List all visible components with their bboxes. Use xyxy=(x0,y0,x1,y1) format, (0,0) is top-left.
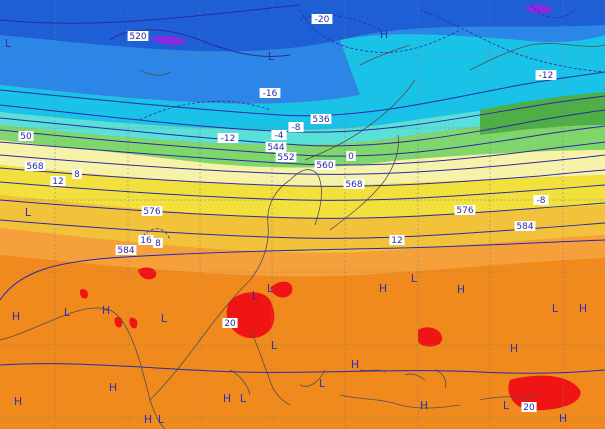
temperature-contour-label-bg xyxy=(533,195,549,205)
height-contour-label-bg xyxy=(265,142,287,152)
temperature-contour-label-bg xyxy=(346,151,356,161)
temperature-contour-label-bg xyxy=(72,169,82,179)
temperature-contour-label: 16 xyxy=(140,236,152,246)
height-contour-label: 544 xyxy=(267,143,284,153)
height-contour-label-bg xyxy=(454,205,476,215)
temperature-contour-label: -16 xyxy=(263,89,278,99)
pressure-center-marker: L xyxy=(240,392,247,405)
height-contour-label: 568 xyxy=(345,180,362,190)
temperature-contour-label: -20 xyxy=(315,15,330,25)
pressure-center-marker: H xyxy=(144,413,152,426)
height-contour-label-bg xyxy=(343,179,365,189)
pressure-center-marker: L xyxy=(503,399,510,412)
height-contour-label-bg xyxy=(127,31,149,41)
pressure-center-marker: H xyxy=(457,283,465,296)
temperature-contours xyxy=(139,4,605,241)
pressure-center-marker: H xyxy=(102,304,110,317)
height-contour-label-bg xyxy=(141,206,163,216)
pressure-center-marker: L xyxy=(319,377,326,390)
temperature-contour-label: 20 xyxy=(523,403,535,413)
height-contour-label: 584 xyxy=(117,246,134,256)
height-contour-label-bg xyxy=(310,114,332,124)
height-contour-label-bg xyxy=(514,221,536,231)
height-contour-label: 552 xyxy=(277,153,294,163)
pressure-center-marker: L xyxy=(161,312,168,325)
temperature-contour-label: -4 xyxy=(275,131,284,141)
temperature-contour-label: 8 xyxy=(74,170,80,180)
height-contour-label: 50 xyxy=(20,132,32,142)
pressure-center-marker: L xyxy=(5,37,12,50)
height-contour-label: 576 xyxy=(143,207,160,217)
pressure-center-marker: L xyxy=(25,206,32,219)
height-contour-label-bg xyxy=(314,160,336,170)
height-contour-label-bg xyxy=(275,152,297,162)
temperature-contour-label: 8 xyxy=(155,239,161,249)
temperature-contour-label-bg xyxy=(217,133,239,143)
pressure-center-marker: H xyxy=(351,358,359,371)
pressure-center-marker: L xyxy=(268,50,275,63)
pressure-center-marker: L xyxy=(252,289,259,302)
pressure-center-marker: H xyxy=(379,282,387,295)
pressure-center-marker: L xyxy=(267,282,274,295)
height-contour-label-bg xyxy=(115,245,137,255)
pressure-center-marker: L xyxy=(411,272,418,285)
coastlines xyxy=(0,43,605,429)
height-contour-label: 576 xyxy=(456,206,473,216)
height-contour-label: 536 xyxy=(312,115,329,125)
height-contour-label: 560 xyxy=(316,161,333,171)
temperature-contour-label-bg xyxy=(521,402,537,412)
temperature-contour-label-bg xyxy=(259,88,281,98)
pressure-center-marker: L xyxy=(552,302,559,315)
temperature-contour-label: 12 xyxy=(52,177,63,187)
temperature-contour-label: 20 xyxy=(224,319,236,329)
temperature-contour-label: -12 xyxy=(539,71,554,81)
pressure-center-marker: L xyxy=(64,306,71,319)
temperature-contour-label-bg xyxy=(535,70,557,80)
height-contour-label: 568 xyxy=(26,162,43,172)
pressure-center-marker: H xyxy=(223,392,231,405)
pressure-center-marker: L xyxy=(158,413,165,426)
pressure-center-marker: H xyxy=(14,395,22,408)
pressure-center-marker: H xyxy=(420,399,428,412)
pressure-center-marker: H xyxy=(12,310,20,323)
temperature-contour-label: 0 xyxy=(348,152,354,162)
temperature-contour-label-bg xyxy=(311,14,333,24)
temperature-contour-label-bg xyxy=(50,176,66,186)
height-contour-label-bg xyxy=(24,161,46,171)
pressure-center-marker: H xyxy=(109,381,117,394)
pressure-center-marker: H xyxy=(510,342,518,355)
height-contour-label: 584 xyxy=(516,222,533,232)
temperature-contour-label-bg xyxy=(138,235,154,245)
temperature-contour-label-bg xyxy=(271,130,287,140)
pressure-center-marker: H xyxy=(579,302,587,315)
temperature-contour-label: -12 xyxy=(221,134,236,144)
pressure-center-marker: H xyxy=(380,28,388,41)
height-contour-label-bg xyxy=(18,131,34,141)
temperature-contour-label: -8 xyxy=(537,196,546,206)
temperature-contour-label-bg xyxy=(153,238,163,248)
temperature-contour-label: -8 xyxy=(292,123,301,133)
temperature-contour-label-bg xyxy=(288,122,304,132)
temperature-contour-label-bg xyxy=(222,318,238,328)
pressure-center-marker: H xyxy=(559,412,567,425)
temperature-contour-label-bg xyxy=(389,235,405,245)
height-contour-label: 520 xyxy=(129,32,146,42)
pressure-center-marker: L xyxy=(271,339,278,352)
temperature-contour-label: 12 xyxy=(391,236,402,246)
